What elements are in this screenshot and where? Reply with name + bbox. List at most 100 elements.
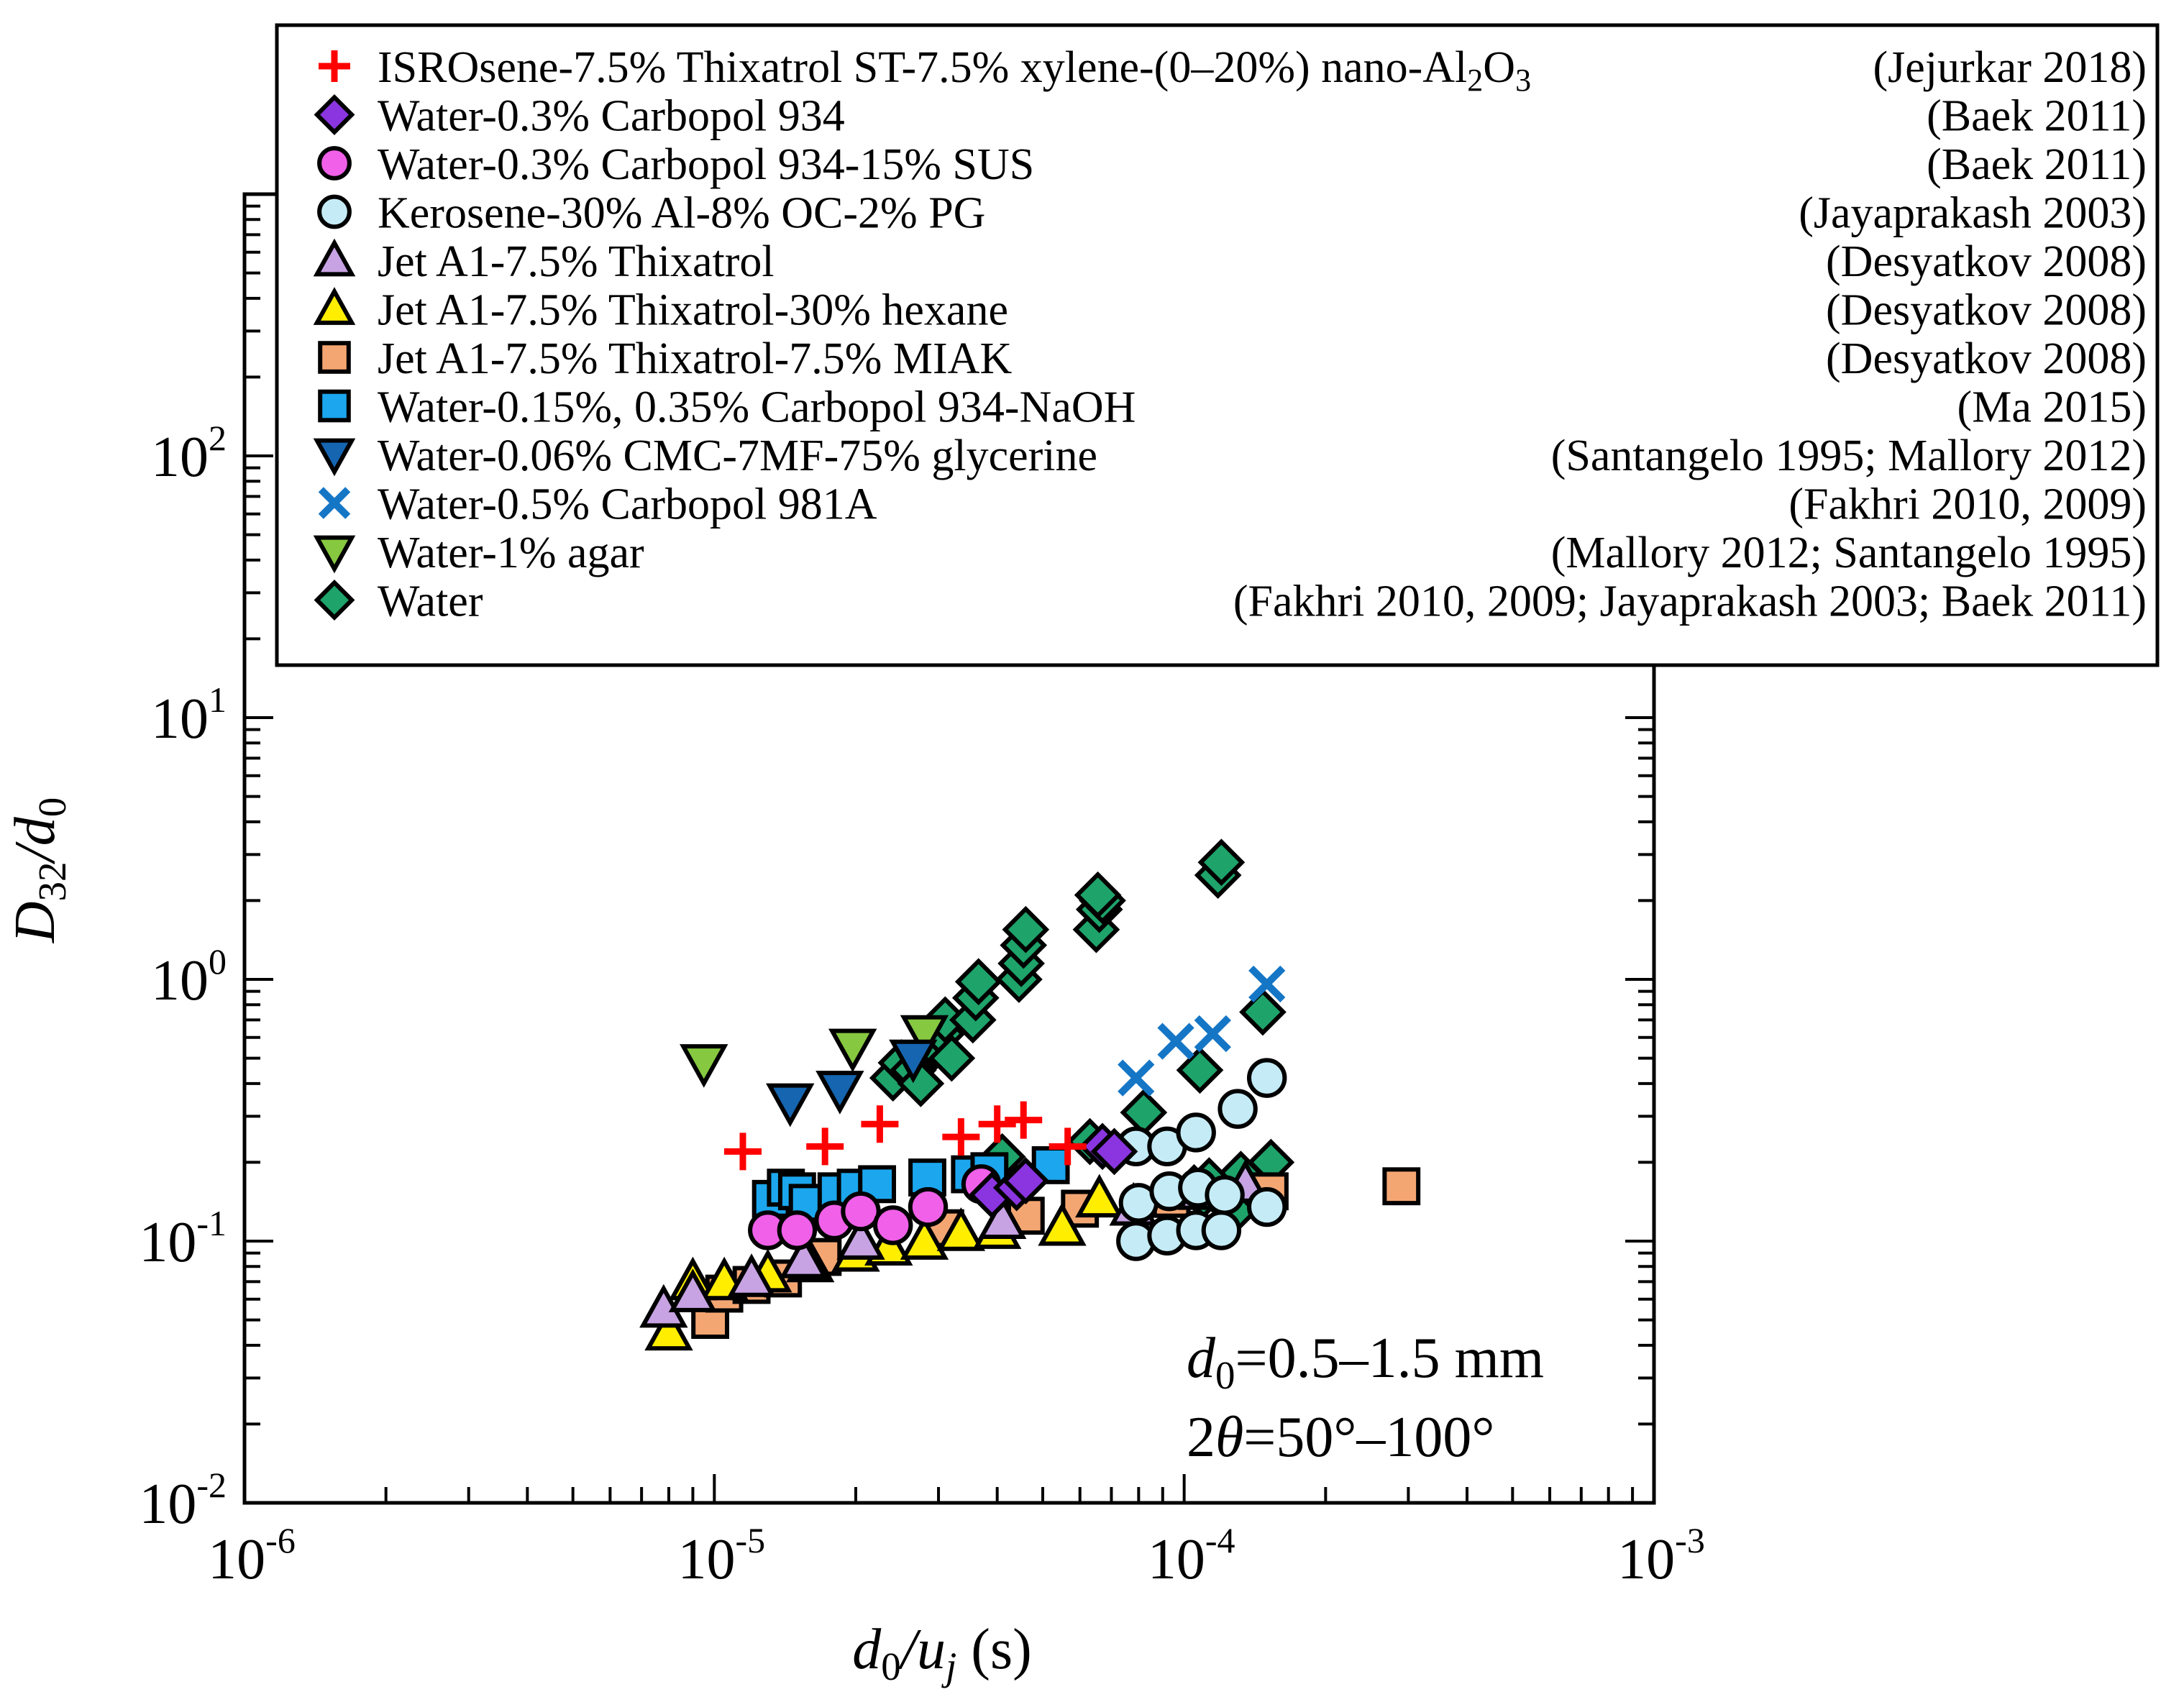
legend-marker-b <box>318 487 351 519</box>
x-tick-label-base: 10 <box>1617 1528 1675 1591</box>
x-axis-label-sub2: j <box>941 1645 956 1688</box>
y-tick-label-base: 10 <box>151 687 209 751</box>
data-point <box>1002 1157 1050 1204</box>
data-point-b <box>1194 1015 1231 1053</box>
series-8 <box>766 1039 938 1127</box>
legend-reference: (Ma 2015) <box>1957 383 2147 432</box>
x-axis-label-main: d <box>852 1618 882 1681</box>
data-point <box>1002 905 1050 953</box>
x-tick-label: 10-3 <box>1617 1520 1705 1591</box>
annotation-angle-prefix: 2 <box>1187 1406 1215 1469</box>
y-tick-label: 10-1 <box>139 1203 227 1274</box>
data-point <box>841 1191 881 1232</box>
x-tick-label-exp: -5 <box>736 1520 766 1560</box>
data-point <box>954 958 1002 1006</box>
data-point <box>1090 1127 1138 1176</box>
legend-marker <box>314 94 355 135</box>
legend-label-text: ISROsene-7.5% Thixatrol ST-7.5% xylene-(… <box>378 43 1467 92</box>
data-point <box>836 1216 885 1260</box>
annotation-diameter-range: =0.5–1.5 mm <box>1235 1327 1545 1390</box>
y-tick-label-exp: -2 <box>196 1465 227 1505</box>
data-point <box>900 1216 949 1260</box>
legend-label: Kerosene-30% Al-8% OC-2% PG <box>378 189 985 238</box>
x-tick-label: 10-4 <box>1148 1520 1235 1591</box>
data-point <box>1176 1112 1216 1153</box>
legend-reference: (Desyatkov 2008) <box>1826 286 2147 335</box>
data-marks <box>639 838 1421 1351</box>
legend-label: Water-0.15%, 0.35% Carbopol 934-NaOH <box>378 383 1136 432</box>
legend-label: ISROsene-7.5% Thixatrol ST-7.5% xylene-(… <box>378 43 1531 98</box>
legend-label: Water-0.3% Carbopol 934 <box>378 92 845 141</box>
x-axis-label-slash: /u <box>898 1618 946 1681</box>
x-tick-label: 10-6 <box>208 1520 296 1591</box>
data-point <box>1197 838 1246 887</box>
data-point <box>815 1071 864 1115</box>
annotation-diameter: d0=0.5–1.5 mm <box>1187 1327 1544 1397</box>
data-point <box>828 1028 877 1073</box>
data-point <box>900 1015 949 1059</box>
legend-box <box>275 23 2160 667</box>
data-point <box>1217 1089 1258 1129</box>
data-point <box>928 1034 976 1082</box>
legend-reference: (Mallory 2012; Santangelo 1995) <box>1551 529 2147 577</box>
y-axis-label-main: D <box>4 901 67 943</box>
legend-marker <box>313 438 356 477</box>
legend-marker <box>318 389 351 423</box>
legend-reference: (Santangelo 1995; Mallory 2012) <box>1551 431 2147 480</box>
data-point <box>723 1133 762 1171</box>
y-tick-label-exp: 0 <box>209 941 227 982</box>
x-tick-label-base: 10 <box>1148 1528 1205 1591</box>
legend-marker <box>313 535 356 574</box>
data-point <box>936 1207 986 1251</box>
y-tick-label-base: 10 <box>151 949 209 1012</box>
data-point <box>861 1105 899 1143</box>
legend-reference: (Fakhri 2010, 2009) <box>1788 480 2147 529</box>
data-point-b <box>1248 965 1286 1003</box>
y-tick-label: 101 <box>151 680 227 751</box>
legend-label: Jet A1-7.5% Thixatrol <box>378 237 775 286</box>
legend-reference: (Desyatkov 2008) <box>1826 334 2147 383</box>
x-tick-label-exp: -3 <box>1675 1520 1705 1560</box>
legend-reference: (Baek 2011) <box>1927 92 2147 141</box>
legend-marker <box>318 341 351 374</box>
data-point <box>1118 1059 1155 1097</box>
data-point <box>889 1039 938 1084</box>
legend-reference: (Jejurkar 2018) <box>1873 43 2147 92</box>
data-point <box>1382 1167 1421 1206</box>
series-0 <box>723 1101 1087 1171</box>
data-point <box>1194 1015 1231 1053</box>
legend-label: Jet A1-7.5% Thixatrol-7.5% MIAK <box>378 334 1012 383</box>
data-point <box>1176 1046 1224 1094</box>
data-point <box>1239 988 1287 1036</box>
annotation-angle: 2θ=50°–100° <box>1187 1406 1494 1469</box>
legend-marker <box>317 146 352 180</box>
legend-label-text: O <box>1483 43 1515 92</box>
x-axis-label: d0/uj (s) <box>852 1618 1031 1688</box>
data-point <box>1038 1202 1087 1246</box>
legend-marker <box>318 487 351 519</box>
y-axis-label: D32/d0 <box>4 797 74 944</box>
legend-marker <box>313 238 356 277</box>
data-point <box>777 1210 818 1250</box>
annotation-diameter-symbol: d <box>1187 1327 1216 1390</box>
data-point <box>1201 1210 1242 1250</box>
data-point <box>1074 871 1122 919</box>
legend-label: Water-0.06% CMC-7MF-75% glycerine <box>378 431 1097 480</box>
legend-reference: (Jayaprakash 2003) <box>1799 189 2147 238</box>
y-axis-label-slash: /d <box>4 816 67 864</box>
x-tick-label: 10-5 <box>678 1520 766 1591</box>
data-point <box>942 1118 980 1156</box>
x-tick-label-base: 10 <box>678 1528 736 1591</box>
y-tick-label-base: 10 <box>151 426 209 489</box>
y-tick-label-exp: -1 <box>196 1203 227 1243</box>
legend-label: Water <box>378 577 483 626</box>
y-tick-label-exp: 1 <box>209 680 227 720</box>
data-point <box>727 1253 776 1297</box>
x-tick-label-base: 10 <box>208 1528 265 1591</box>
data-point <box>1157 1023 1194 1060</box>
data-point <box>680 1044 728 1088</box>
data-point <box>908 1186 949 1227</box>
legend-label: Water-0.5% Carbopol 981A <box>378 480 877 529</box>
legend-label: Water-1% agar <box>378 529 644 577</box>
